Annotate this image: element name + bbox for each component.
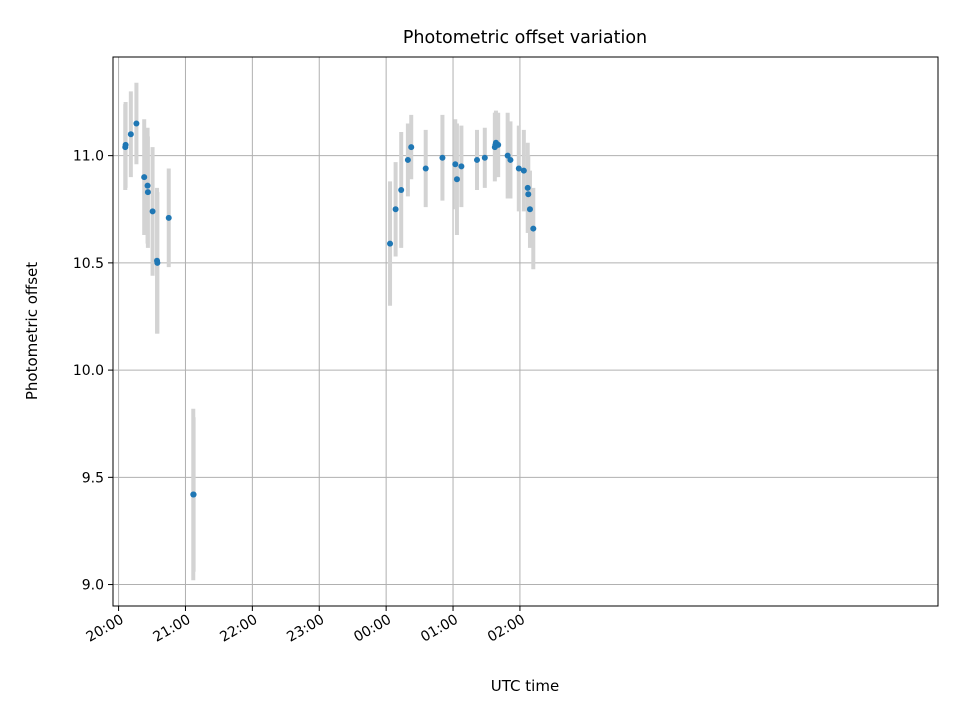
x-tick-label: 21:00 (151, 612, 194, 646)
data-point (504, 152, 511, 159)
data-point (133, 120, 140, 127)
data-point (520, 167, 527, 174)
data-point (392, 206, 399, 213)
x-tick-label: 02:00 (485, 612, 528, 646)
data-point (524, 184, 531, 191)
data-point (404, 156, 411, 163)
x-tick-label: 23:00 (284, 612, 327, 646)
y-tick-label: 9.5 (82, 470, 104, 486)
data-point (144, 182, 151, 189)
data-point (481, 154, 488, 161)
data-point (526, 206, 533, 213)
data-point (453, 176, 460, 183)
x-tick-label: 00:00 (351, 612, 394, 646)
data-point (474, 156, 481, 163)
plot-frame (112, 56, 939, 607)
data-point (387, 240, 394, 247)
x-tick-label: 20:00 (84, 612, 127, 646)
error-bars (123, 82, 536, 581)
y-axis-label: Photometric offset (23, 262, 41, 400)
data-point (452, 161, 459, 168)
data-point (422, 165, 429, 172)
data-point (530, 225, 537, 232)
y-tick-label: 9.0 (82, 578, 104, 594)
x-tick-label: 22:00 (217, 612, 260, 646)
x-tick-label: 01:00 (418, 612, 461, 646)
data-point (408, 144, 415, 151)
data-point (141, 174, 148, 181)
data-point (525, 191, 532, 198)
data-point (515, 165, 522, 172)
y-axis-ticks: 9.0 9.5 10.0 10.5 11.0 (73, 149, 113, 594)
data-point (495, 141, 502, 148)
x-axis-label: UTC time (491, 677, 559, 695)
data-points (122, 120, 537, 498)
data-point (190, 491, 197, 498)
data-point (507, 156, 514, 163)
grid-lines (113, 57, 938, 606)
x-axis-ticks: 20:00 21:00 22:00 23:00 00:00 01:00 02:00 (84, 606, 528, 646)
data-point (127, 131, 134, 138)
data-point (398, 186, 405, 193)
data-point (439, 154, 446, 161)
y-tick-label: 10.0 (73, 363, 104, 379)
data-point (122, 141, 129, 148)
y-tick-label: 11.0 (73, 149, 104, 165)
data-point (149, 208, 156, 215)
y-tick-label: 10.5 (73, 256, 104, 272)
data-point (144, 189, 151, 196)
data-point (165, 214, 172, 221)
data-point (458, 163, 465, 170)
data-point (154, 259, 161, 266)
chart-title: Photometric offset variation (403, 28, 647, 48)
